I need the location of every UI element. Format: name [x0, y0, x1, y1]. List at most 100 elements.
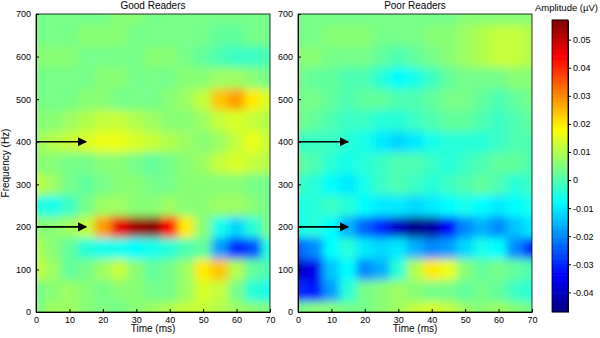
heatmap-cell	[457, 195, 474, 217]
heatmap-cell	[340, 24, 357, 46]
heatmap-cell	[111, 301, 128, 312]
y-tick-mark	[36, 312, 39, 313]
heatmap-cell	[373, 67, 390, 89]
heatmap-cell	[406, 259, 423, 281]
heatmap-cell	[161, 280, 178, 302]
x-tick-mark	[331, 309, 332, 312]
y-axis-title: Frequency (Hz)	[0, 129, 11, 198]
heatmap-cell	[211, 14, 228, 25]
y-tick-mark	[36, 269, 39, 270]
heatmap-cell	[523, 195, 532, 217]
heatmap-cell	[457, 259, 474, 281]
heatmap-cell	[195, 67, 212, 89]
arrows	[36, 142, 86, 227]
heatmap-cell	[178, 131, 195, 153]
y-tick: 400	[278, 137, 301, 147]
heatmap-cell	[406, 24, 423, 46]
y-tick-mark	[36, 57, 39, 58]
heatmap-cell	[245, 152, 262, 174]
heatmap-cell	[144, 67, 161, 89]
heatmap-cell	[457, 46, 474, 68]
heatmap-cell	[211, 110, 228, 132]
heatmap-cell	[94, 88, 111, 110]
heatmap-cell	[128, 14, 145, 25]
heatmap-cell	[390, 301, 407, 312]
heatmap-cell	[340, 173, 357, 195]
heatmap-cell	[111, 259, 128, 281]
x-tick-label: 0	[296, 315, 301, 325]
heatmap-cell	[523, 280, 532, 302]
heatmap-cell	[356, 173, 373, 195]
heatmap-cell	[78, 88, 95, 110]
heatmap-cell	[390, 237, 407, 259]
heatmap-cell	[228, 259, 245, 281]
heatmap-cell	[406, 173, 423, 195]
x-tick-label: 0	[34, 315, 39, 325]
heatmap-cell	[94, 46, 111, 68]
heatmap-cell	[245, 280, 262, 302]
arrows	[298, 142, 348, 227]
heatmap-cell	[490, 88, 507, 110]
heatmap-cell	[490, 110, 507, 132]
heatmap-cell	[36, 280, 45, 302]
y-tick: 500	[16, 95, 39, 105]
heatmap-cell	[178, 152, 195, 174]
heatmap-cell	[473, 301, 490, 312]
heatmap-cell	[78, 259, 95, 281]
heatmap-cell	[144, 131, 161, 153]
x-tick-mark	[432, 309, 433, 312]
heatmap-cell	[195, 152, 212, 174]
heatmap-cell	[178, 195, 195, 217]
heatmap-cell	[523, 131, 532, 153]
heatmap-cell	[340, 301, 357, 312]
heatmap-cell	[323, 24, 340, 46]
y-tick: 100	[278, 265, 301, 275]
heatmap-cell	[111, 152, 128, 174]
heatmap-cell	[111, 280, 128, 302]
x-tick: 70	[527, 309, 537, 325]
x-tick-label: 20	[98, 315, 108, 325]
heatmap-cell	[523, 24, 532, 46]
heatmap-cell	[373, 131, 390, 153]
x-tick-mark	[398, 309, 399, 312]
x-axis-title: Time (ms)	[131, 323, 176, 334]
heatmap-cell	[406, 14, 423, 25]
heatmap-cell	[373, 237, 390, 259]
x-tick-mark	[103, 309, 104, 312]
heatmap-cell	[245, 173, 262, 195]
heatmap-cell	[423, 280, 440, 302]
heatmap-cell	[356, 237, 373, 259]
heatmap-cell	[356, 110, 373, 132]
x-tick: 50	[461, 309, 471, 325]
x-axis-title: Time (ms)	[393, 323, 438, 334]
heatmap-cell	[298, 24, 307, 46]
heatmap-cell	[211, 301, 228, 312]
heatmap-cell	[195, 195, 212, 217]
heatmap-cell	[44, 67, 61, 89]
plot-frame	[298, 14, 532, 312]
plot-frame	[36, 14, 270, 312]
heatmap-cell	[523, 14, 532, 25]
y-tick-mark	[298, 312, 301, 313]
heatmap-cell	[211, 216, 228, 238]
y-tick: 700	[16, 9, 39, 19]
heatmap-cell	[61, 46, 78, 68]
x-tick: 20	[98, 309, 108, 325]
heatmap-cell	[44, 301, 61, 312]
heatmap-cell	[306, 173, 323, 195]
heatmap-cell	[390, 152, 407, 174]
heatmap-cell	[356, 131, 373, 153]
heatmap-cell	[323, 110, 340, 132]
heatmap-cell	[94, 24, 111, 46]
heatmap-cell	[228, 216, 245, 238]
heatmap-cell	[373, 24, 390, 46]
heatmap-cell	[507, 67, 524, 89]
heatmap-cell	[323, 259, 340, 281]
y-tick-label: 700	[278, 9, 293, 19]
heatmap-cell	[245, 131, 262, 153]
heatmap-cell	[144, 46, 161, 68]
heatmap-cell	[423, 14, 440, 25]
heatmap-cell	[507, 110, 524, 132]
x-tick-mark	[365, 309, 366, 312]
heatmap-cell	[507, 216, 524, 238]
